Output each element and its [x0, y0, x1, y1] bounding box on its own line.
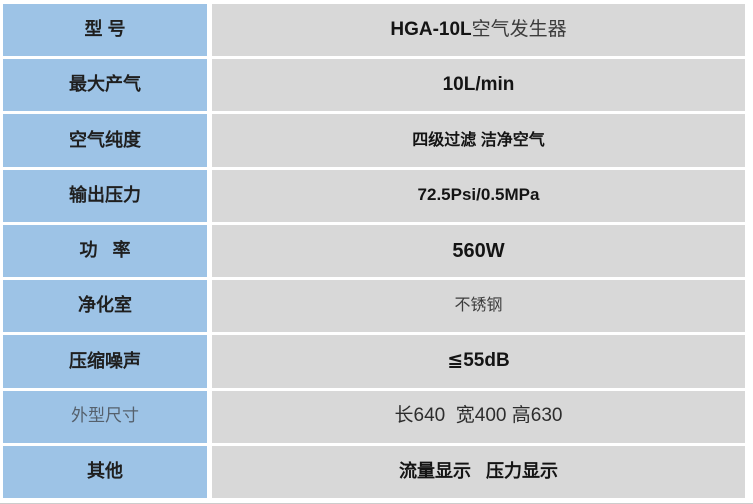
spec-value-max-output: 10L/min [212, 59, 745, 112]
spec-label-model: 型 号 [3, 4, 207, 57]
spec-label-power: 功 率 [3, 224, 207, 278]
spec-label-max-output: 最大产气 [3, 59, 207, 112]
spec-value-power: 560W [212, 224, 745, 278]
spec-label-compressor-noise: 压缩噪声 [3, 335, 207, 388]
spec-label-air-purity: 空气纯度 [3, 114, 207, 167]
spec-value-other: 流量显示 压力显示 [212, 445, 745, 498]
spec-value-output-pressure: 72.5Psi/0.5MPa [212, 169, 745, 222]
spec-label-dimensions: 外型尺寸 [3, 390, 207, 443]
spec-value-compressor-noise: ≦55dB [212, 335, 745, 388]
spec-value-purify-chamber: 不锈钢 [212, 280, 745, 333]
spec-table: 型 号 HGA-10L 空气发生器 最大产气 10L/min 空气纯度 四级过滤 … [3, 4, 745, 498]
spec-label-other: 其他 [3, 445, 207, 498]
spec-value-model: HGA-10L 空气发生器 [212, 4, 745, 57]
spec-label-purify-chamber: 净化室 [3, 280, 207, 333]
spec-value-dimensions: 长640 宽400 高630 [212, 390, 745, 443]
spec-value-air-purity: 四级过滤 洁净空气 [212, 114, 745, 167]
model-product-name: 空气发生器 [471, 18, 567, 40]
model-number: HGA-10L [390, 18, 472, 40]
spec-label-output-pressure: 输出压力 [3, 169, 207, 222]
